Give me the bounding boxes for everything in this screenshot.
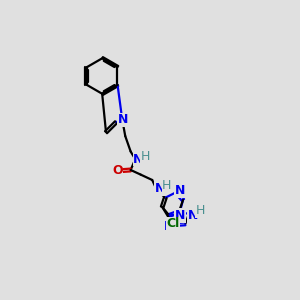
- Text: N: N: [133, 153, 143, 166]
- Text: O: O: [112, 164, 123, 177]
- Text: N: N: [175, 209, 185, 222]
- Text: N: N: [164, 220, 174, 233]
- Text: N: N: [175, 184, 185, 197]
- Text: H: H: [162, 179, 172, 192]
- Text: N: N: [188, 209, 198, 222]
- Text: Cl: Cl: [167, 218, 180, 230]
- Text: N: N: [118, 113, 128, 126]
- Text: H: H: [141, 150, 150, 163]
- Text: N: N: [155, 182, 165, 195]
- Text: H: H: [195, 204, 205, 217]
